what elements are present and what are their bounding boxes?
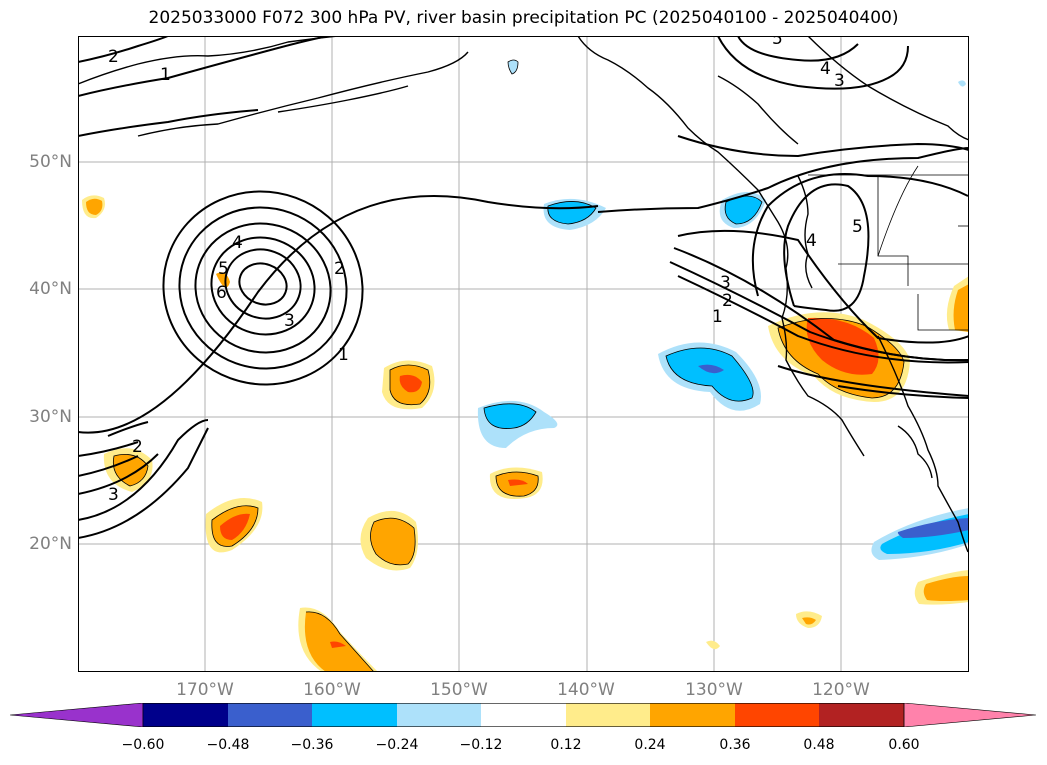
- contour-label: 1: [712, 307, 723, 327]
- lon-label-120w: 120°W: [812, 680, 870, 700]
- contour-label: 3: [720, 273, 731, 293]
- colorbar-bin: [312, 703, 397, 727]
- colorbar-bin: [735, 703, 819, 727]
- lat-label-20n: 20°N: [29, 534, 72, 554]
- colorbar-tick-label: 0.36: [719, 737, 751, 753]
- contour-label: 1: [338, 345, 349, 365]
- state-borders: [808, 165, 969, 331]
- colorbar-tick-label: −0.24: [375, 737, 419, 753]
- contour-label: 3: [108, 485, 119, 505]
- contour-label: 2: [108, 47, 119, 67]
- colorbar-tick-label: −0.48: [206, 737, 250, 753]
- coastlines: [78, 36, 969, 553]
- colorbar-bin: [143, 703, 228, 727]
- colorbar-tick-label: −0.60: [121, 737, 165, 753]
- lat-label-50n: 50°N: [29, 152, 72, 172]
- shading-outlines: [112, 59, 905, 672]
- lon-label-160w: 160°W: [303, 680, 361, 700]
- contour-labels: 2 1 4 5 6 3 2 1 2 3 5 4 3 4 5 3 2 1: [108, 36, 863, 505]
- contour-label: 5: [218, 259, 229, 279]
- lon-label-150w: 150°W: [430, 680, 488, 700]
- colorbar-tick-label: 0.12: [550, 737, 582, 753]
- lat-label-40n: 40°N: [29, 279, 72, 299]
- colorbar-tick-label: 0.48: [803, 737, 835, 753]
- map-frame: [78, 36, 969, 672]
- contour-label: 4: [806, 231, 817, 251]
- contour-label: 2: [334, 259, 345, 279]
- colorbar: [10, 703, 1037, 727]
- colorbar-bin: [650, 703, 735, 727]
- contour-label: 1: [160, 65, 171, 85]
- lat-label-30n: 30°N: [29, 407, 72, 427]
- contour-label: 3: [284, 311, 295, 331]
- map-title: 2025033000 F072 300 hPa PV, river basin …: [148, 8, 899, 28]
- colorbar-bin: [566, 703, 650, 727]
- colorbar-tick-label: −0.36: [290, 737, 334, 753]
- colorbar-bin: [481, 703, 566, 727]
- contour-label: 2: [132, 437, 143, 457]
- contour-label: 5: [852, 217, 863, 237]
- precip-shading: [82, 60, 969, 672]
- colorbar-tick-label: 0.60: [888, 737, 920, 753]
- pv-contours: [78, 36, 969, 539]
- contour-label: 4: [820, 59, 831, 79]
- colorbar-bin: [397, 703, 481, 727]
- contour-label: 4: [232, 233, 243, 253]
- contour-label: 3: [834, 71, 845, 91]
- contour-label: 2: [722, 291, 733, 311]
- contour-label: 5: [772, 36, 783, 49]
- colorbar-bin: [819, 703, 904, 727]
- contour-label: 6: [216, 283, 227, 303]
- map-panel: 2 1 4 5 6 3 2 1 2 3 5 4 3 4 5 3 2 1: [78, 36, 969, 672]
- colorbar-extend-low: [10, 703, 144, 727]
- lon-label-140w: 140°W: [557, 680, 615, 700]
- lon-label-170w: 170°W: [176, 680, 234, 700]
- lon-label-130w: 130°W: [685, 680, 743, 700]
- colorbar-tick-label: −0.12: [459, 737, 503, 753]
- colorbar-bin: [228, 703, 312, 727]
- colorbar-tick-label: 0.24: [634, 737, 666, 753]
- colorbar-extend-high: [903, 703, 1037, 727]
